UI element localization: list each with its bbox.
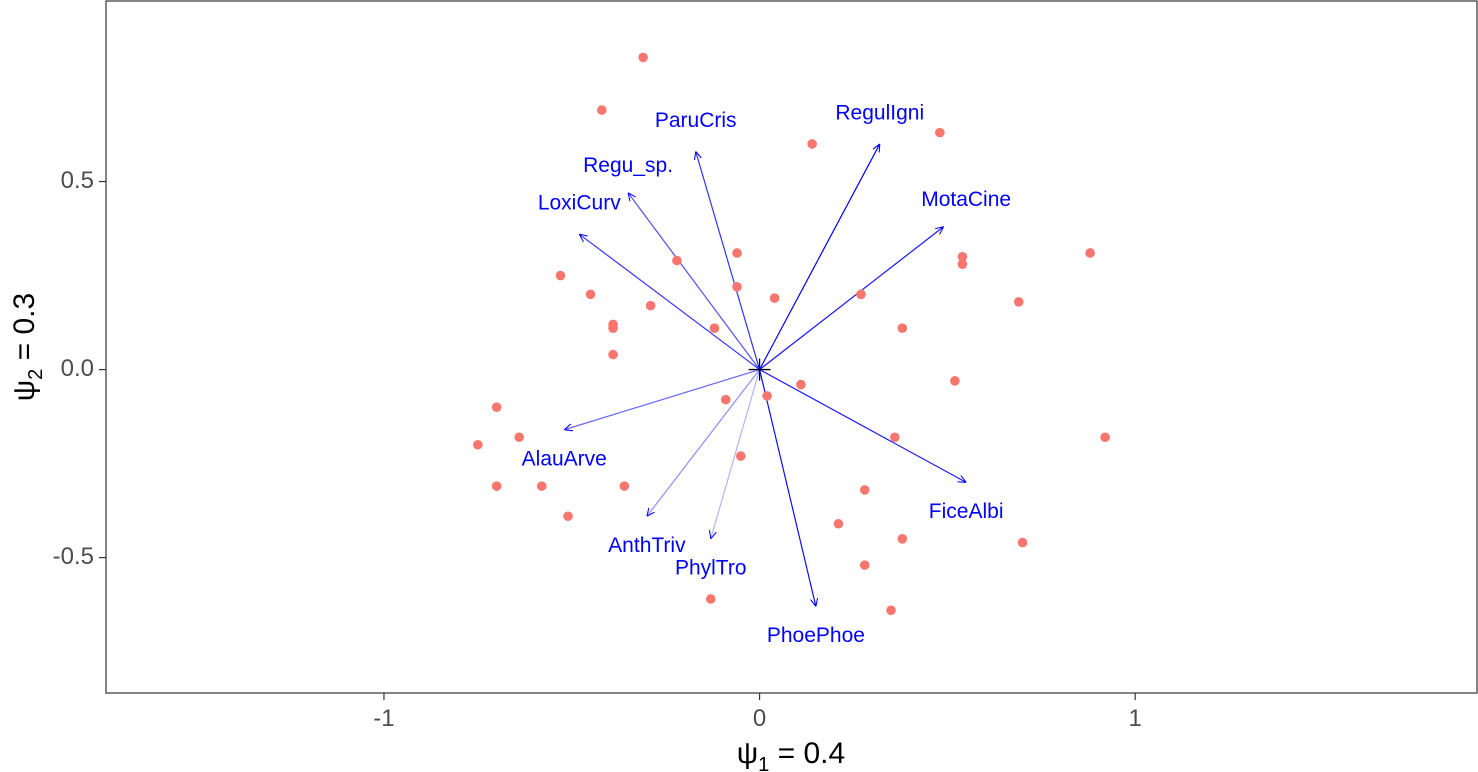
data-point (1013, 297, 1024, 307)
data-point (491, 481, 502, 491)
y-axis-subscript: 2 (25, 369, 47, 380)
arrow-label-RegulIgni: RegulIgni (835, 101, 924, 124)
y-axis-value: = 0.3 (8, 293, 41, 369)
data-point (608, 323, 618, 333)
data-point (769, 293, 780, 303)
y-tick-label: -0.5 (53, 543, 94, 570)
data-point (886, 605, 896, 616)
arrow-PhoePhoe (758, 369, 816, 607)
data-point (859, 485, 870, 495)
data-point (856, 289, 866, 300)
data-point (897, 323, 908, 333)
data-point (709, 323, 720, 333)
arrow-PhylTro (711, 369, 761, 539)
x-axis-subscript: 1 (758, 754, 769, 772)
arrow-ParuCris (696, 151, 761, 370)
data-point (833, 518, 844, 529)
x-tick-label: 0 (753, 705, 766, 732)
data-point (585, 289, 596, 300)
arrow-AnthTriv (647, 369, 761, 517)
x-tick-label: 1 (1129, 705, 1142, 732)
y-tick-label: 0.0 (61, 355, 94, 382)
origin-marker (748, 358, 771, 381)
data-point (735, 451, 746, 461)
arrow-Regu_sp. (628, 193, 761, 370)
data-point (889, 432, 900, 443)
data-point (732, 282, 742, 292)
data-point (514, 432, 524, 443)
arrow-MotaCine (759, 227, 944, 371)
arrow-label-ParuCris: ParuCris (655, 109, 737, 132)
data-point (638, 52, 648, 63)
data-point (619, 481, 630, 491)
data-point (473, 439, 483, 450)
data-point (1100, 432, 1110, 443)
x-axis-symbol: ψ (737, 737, 758, 770)
y-tick-label: 0.5 (61, 167, 94, 194)
arrow-AlauArve (564, 368, 760, 430)
arrow-label-AnthTriv: AnthTriv (608, 534, 686, 557)
data-point (536, 481, 547, 491)
x-axis-value: = 0.4 (769, 737, 845, 770)
plot-background (106, 1, 1477, 693)
data-point (645, 300, 656, 311)
data-point (897, 534, 908, 544)
arrow-label-MotaCine: MotaCine (921, 188, 1011, 211)
arrow-label-PhoePhoe: PhoePhoe (767, 624, 865, 647)
arrow-RegulIgni (759, 144, 880, 370)
data-point (1085, 248, 1095, 258)
data-point (935, 127, 945, 138)
panel-border (105, 0, 1478, 694)
y-axis: 0.5 0.0 -0.5 (53, 167, 106, 570)
data-point (672, 255, 682, 266)
arrow-label-AlauArve: AlauArve (522, 447, 607, 470)
data-point (563, 511, 573, 522)
data-point (950, 376, 960, 386)
arrow-LoxiCurv (579, 234, 760, 371)
x-axis: -1 0 1 (373, 693, 1142, 732)
data-point (732, 248, 742, 258)
data-point (705, 594, 716, 604)
y-axis-symbol: ψ (8, 380, 41, 401)
data-point (720, 394, 731, 405)
data-point (807, 139, 817, 149)
data-point (555, 270, 566, 281)
data-point (762, 391, 772, 401)
data-point (957, 259, 968, 270)
arrows-layer (564, 144, 966, 607)
data-point (957, 251, 968, 262)
arrow-label-FiceAlbi: FiceAlbi (929, 500, 1004, 523)
arrow-FiceAlbi (759, 369, 967, 483)
arrow-label-PhylTro: PhylTro (675, 556, 747, 579)
arrow-label-Regu_sp.: Regu_sp. (583, 154, 673, 177)
data-point (608, 349, 618, 360)
points-layer (473, 52, 1110, 616)
arrow-labels-layer: ParuCris RegulIgni Regu_sp. MotaCine LoxiCur… (522, 101, 1011, 647)
data-point (859, 560, 870, 570)
data-point (597, 105, 607, 115)
data-point (796, 379, 806, 390)
y-axis-title: ψ2 = 0.3 (8, 293, 47, 401)
data-point (491, 402, 502, 412)
x-axis-title: ψ1 = 0.4 (737, 737, 845, 772)
arrow-label-LoxiCurv: LoxiCurv (538, 192, 621, 215)
data-point (1017, 537, 1028, 548)
x-tick-label: -1 (373, 705, 394, 732)
